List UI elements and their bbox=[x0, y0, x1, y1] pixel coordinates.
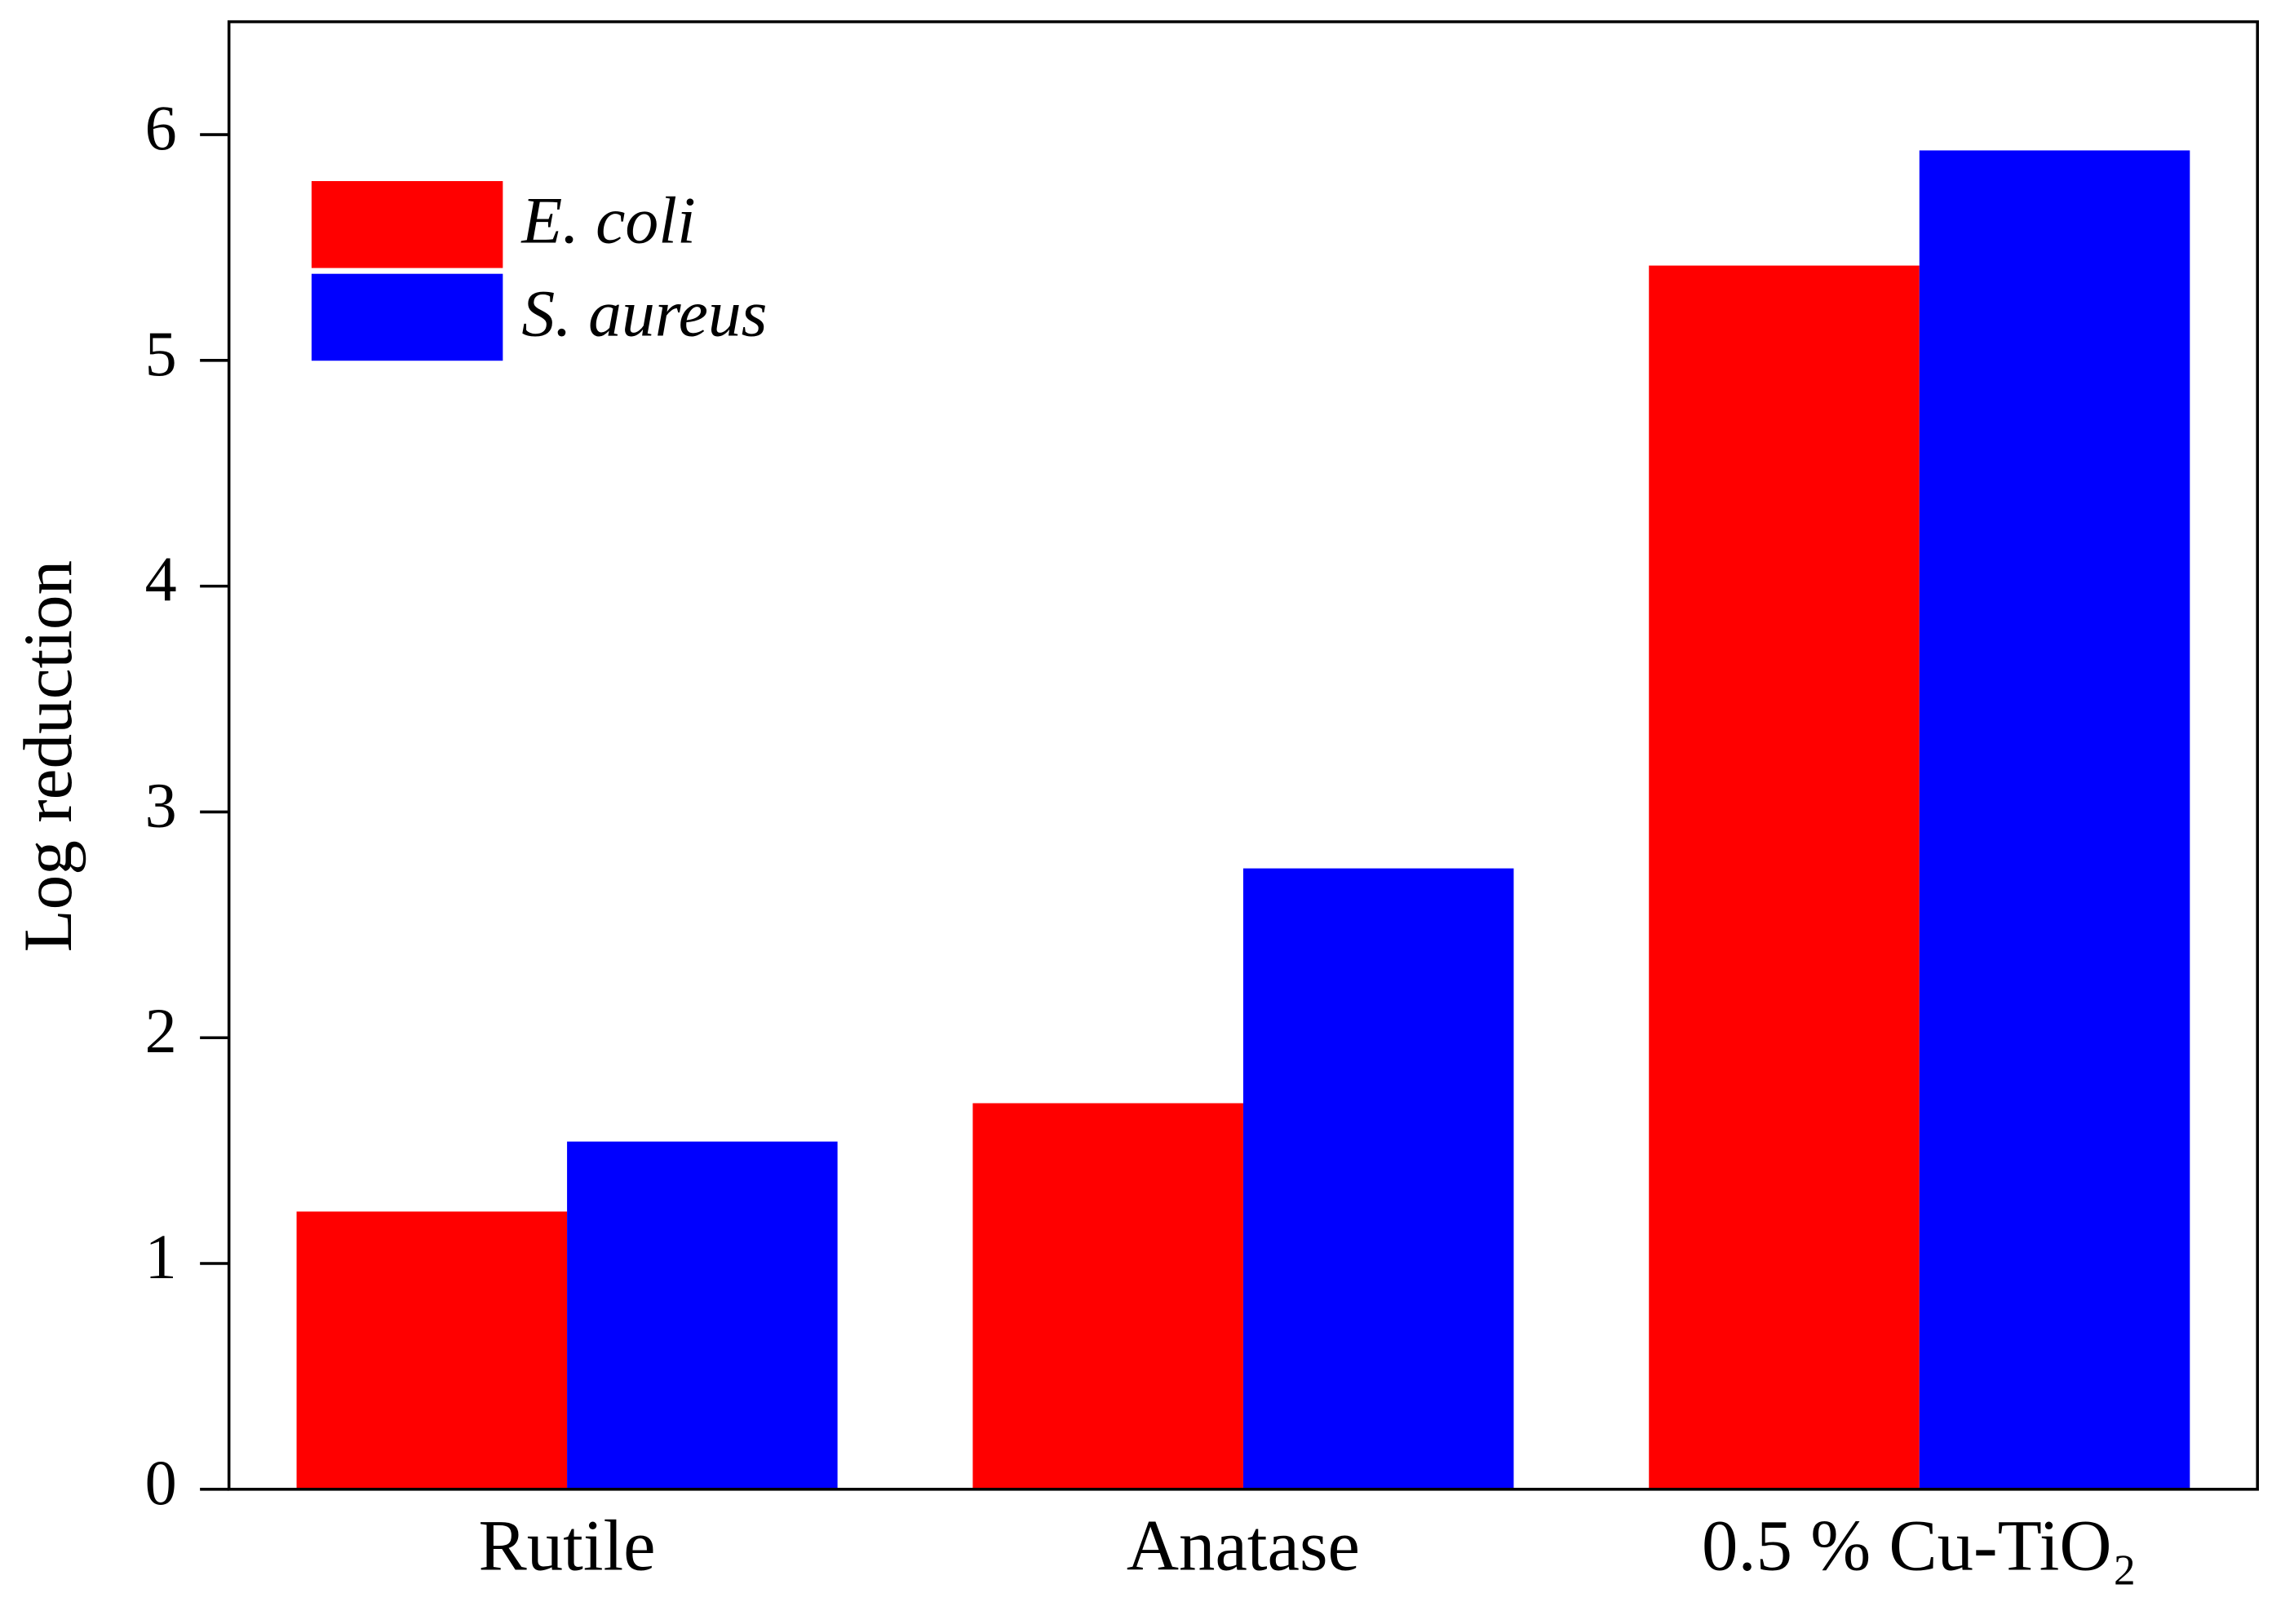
y-tick-label: 6 bbox=[145, 92, 177, 163]
bar bbox=[296, 1211, 568, 1489]
bar bbox=[972, 1103, 1243, 1489]
legend-swatch bbox=[311, 273, 503, 361]
x-tick-label: Anatase bbox=[1127, 1506, 1360, 1586]
bar bbox=[567, 1141, 838, 1489]
y-axis-title: Log reduction bbox=[10, 560, 86, 953]
plot-frame bbox=[227, 20, 2259, 1491]
y-tick-label: 0 bbox=[145, 1447, 177, 1518]
x-tick-label: 0.5 % Cu-TiO₂ bbox=[1702, 1506, 2137, 1586]
bar bbox=[1649, 265, 1920, 1489]
x-tick-label: Rutile bbox=[479, 1506, 656, 1586]
legend-label: S. aureus bbox=[521, 276, 767, 350]
y-tick-label: 5 bbox=[145, 318, 177, 389]
legend-label: E. coli bbox=[520, 184, 695, 258]
y-tick-label: 1 bbox=[145, 1221, 177, 1292]
legend-swatch bbox=[311, 181, 503, 268]
bar bbox=[1242, 868, 1514, 1489]
y-tick-label: 3 bbox=[145, 769, 177, 840]
y-tick-label: 4 bbox=[145, 544, 177, 615]
bar bbox=[1919, 150, 2190, 1489]
y-tick-label: 2 bbox=[145, 995, 177, 1066]
